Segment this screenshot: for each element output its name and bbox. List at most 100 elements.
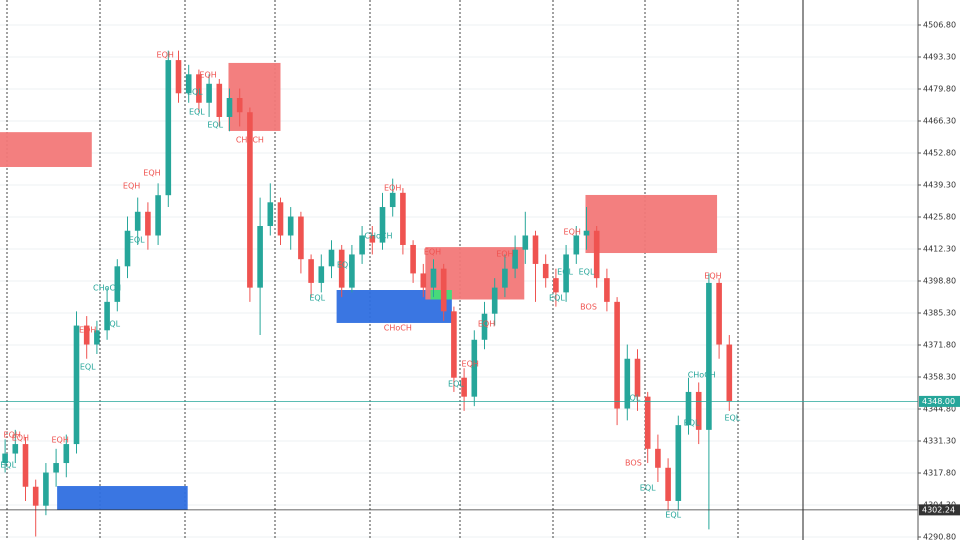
candle-body xyxy=(563,254,569,293)
candle-body xyxy=(604,278,610,302)
candles xyxy=(2,50,733,537)
annotation: EQH xyxy=(79,326,96,335)
candle-body xyxy=(675,425,682,501)
candle-body xyxy=(165,60,172,196)
annotation: CHoCH xyxy=(236,135,264,144)
candle-body xyxy=(593,230,600,279)
candle-body xyxy=(277,202,284,236)
annotation: EQL xyxy=(448,380,464,389)
annotation: EQH xyxy=(199,71,216,80)
candle-body xyxy=(624,358,631,409)
y-tick-label: 4290.80 xyxy=(923,532,956,540)
annotation: EQH xyxy=(123,181,140,190)
annotation: CHoCH xyxy=(688,371,716,380)
candle-body xyxy=(655,448,661,468)
y-tick-label: 4493.30 xyxy=(923,53,956,62)
zones xyxy=(0,62,718,510)
candle-body xyxy=(267,202,274,227)
candle-body xyxy=(695,391,702,430)
price-label-box xyxy=(919,395,960,407)
candle-body xyxy=(318,266,325,283)
annotation: EQL xyxy=(579,267,595,276)
y-tick-label: 4425.80 xyxy=(923,213,956,222)
candle-body xyxy=(553,278,559,293)
candle-body xyxy=(94,330,100,345)
annotation: CHoCH xyxy=(364,231,392,240)
y-tick-label: 4331.30 xyxy=(923,436,956,445)
candle-body xyxy=(440,268,447,312)
candle-body xyxy=(328,249,335,267)
candle-body xyxy=(308,259,314,283)
candle-body xyxy=(43,472,49,506)
annotation: EQL xyxy=(129,235,145,244)
y-tick-label: 4358.30 xyxy=(923,372,956,381)
price-lines xyxy=(0,401,918,511)
annotation: EQH xyxy=(478,319,495,328)
annotation: EQL xyxy=(104,319,120,328)
candle-body xyxy=(389,192,396,208)
annotation: EQL xyxy=(665,510,681,519)
candle-body xyxy=(63,444,70,464)
candle-body xyxy=(73,325,80,445)
candle-body xyxy=(185,74,192,94)
candle-body xyxy=(685,391,692,426)
annotation: EQL xyxy=(557,267,573,276)
grid xyxy=(0,24,918,538)
candle-body xyxy=(379,207,386,243)
annotation: EQL xyxy=(624,394,640,403)
candle-body xyxy=(338,249,345,288)
y-tick-label: 4385.30 xyxy=(923,308,956,317)
annotation: EQL xyxy=(189,107,205,116)
candle-body xyxy=(226,98,233,117)
candle-body xyxy=(420,273,427,288)
candle-body xyxy=(206,83,212,103)
annotation: EQH xyxy=(157,51,174,60)
candle-body xyxy=(410,244,416,274)
candle-body xyxy=(104,301,110,331)
annotation: EQH xyxy=(51,436,68,445)
candle-body xyxy=(155,195,161,236)
annotation: EQH xyxy=(496,249,513,258)
annotation: EQH xyxy=(12,434,29,443)
candle-body xyxy=(502,268,508,288)
candle-body xyxy=(83,325,90,345)
candle-body xyxy=(22,444,29,487)
annotation: EQL xyxy=(187,88,203,97)
candle-body xyxy=(349,254,355,288)
annotation: EQL xyxy=(640,483,656,492)
y-tick-label: 4479.80 xyxy=(923,85,956,94)
y-tick-label: 4317.80 xyxy=(923,468,956,477)
candle-body xyxy=(298,216,304,260)
candle-body xyxy=(236,98,243,113)
price-axis xyxy=(918,0,960,540)
annotation: EQH xyxy=(384,184,401,193)
candle-body xyxy=(247,112,253,288)
candle-body xyxy=(471,339,478,397)
candle-body xyxy=(134,211,141,231)
annotation: EQL xyxy=(80,363,96,372)
y-tick-label: 4398.80 xyxy=(923,276,956,285)
zone xyxy=(585,194,718,254)
candle-body xyxy=(481,313,488,340)
candle-body xyxy=(145,211,151,236)
annotations: EQH EQH EQL EQH EQH CHoCH EQL EQL EQH EQH EQL EQH EQ… xyxy=(0,51,741,520)
candle-body xyxy=(257,226,263,288)
candle-body xyxy=(2,453,8,464)
annotation: EQL xyxy=(309,294,325,303)
zone xyxy=(57,486,188,510)
y-tick-label: 4439.30 xyxy=(923,181,956,190)
candle-body xyxy=(287,216,294,236)
annotation: EQL xyxy=(337,261,353,270)
y-tick-label: 4466.30 xyxy=(923,117,956,126)
annotation: BOS xyxy=(625,459,642,468)
candle-body xyxy=(491,287,498,314)
annotation: EQL xyxy=(724,414,740,423)
y-tick-label: 4412.30 xyxy=(923,244,956,253)
candle-body xyxy=(522,235,529,250)
candle-body xyxy=(583,230,590,236)
candle-body xyxy=(532,235,539,264)
candle-body xyxy=(430,268,437,288)
y-tick-label: 4344.80 xyxy=(923,404,956,413)
annotation: EQH xyxy=(564,227,581,236)
